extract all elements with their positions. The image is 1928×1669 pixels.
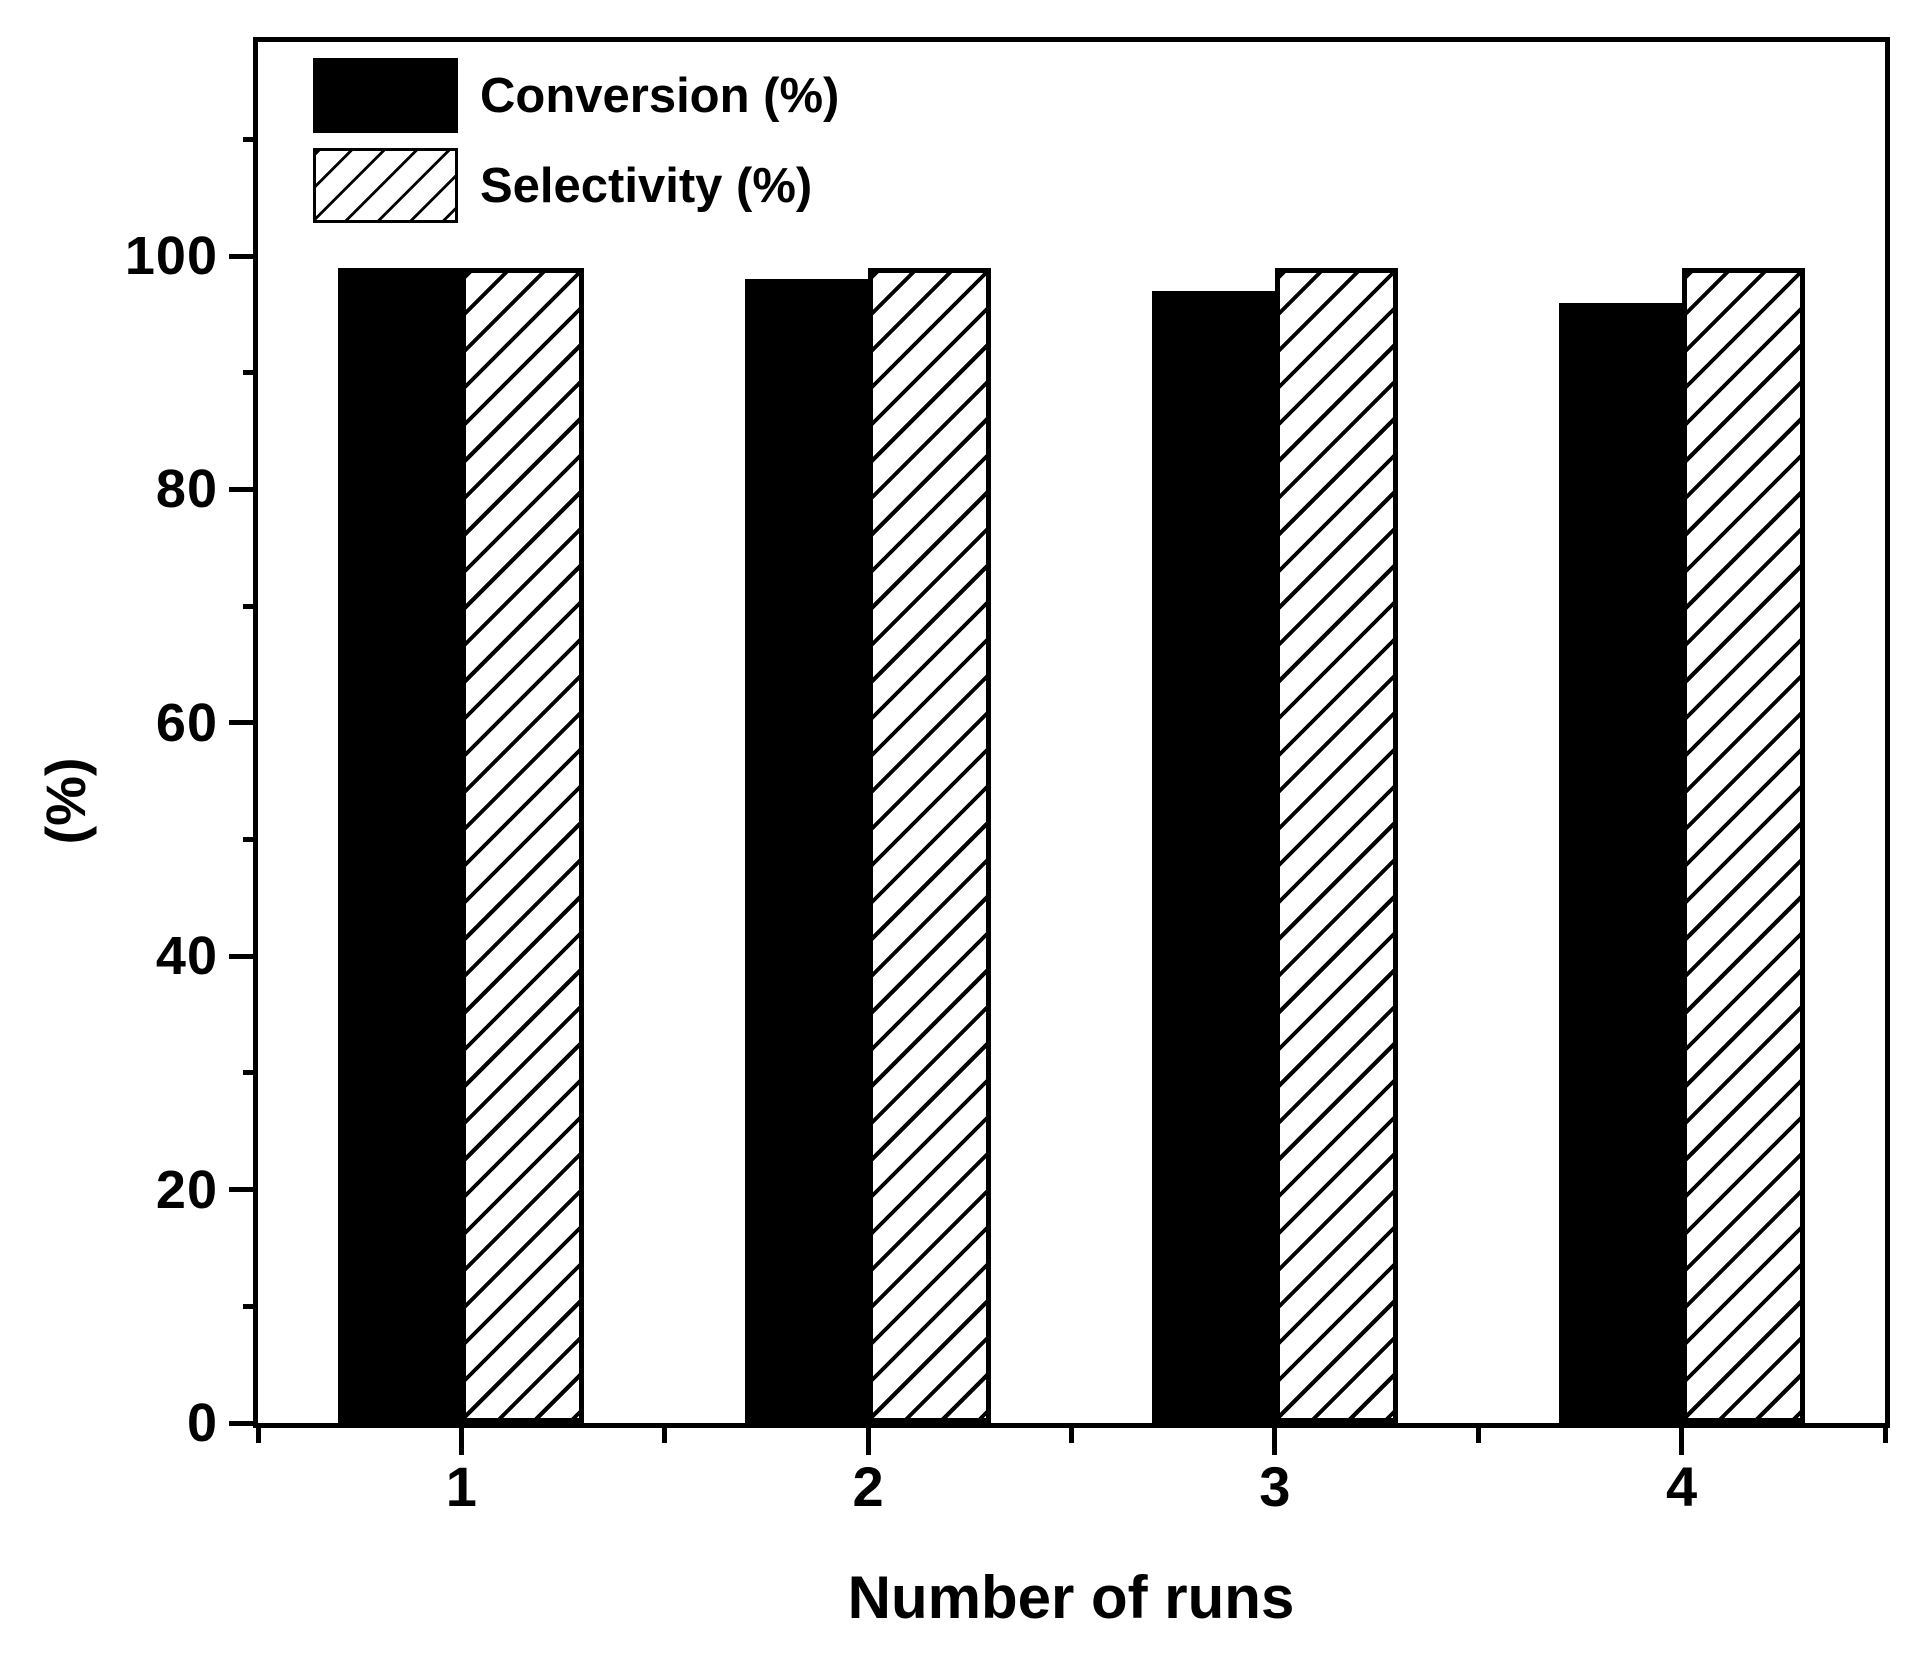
x-axis-tick-label: 4 xyxy=(1666,1455,1698,1518)
legend-swatch-hatched xyxy=(313,148,458,223)
legend-label-conversion: Conversion (%) xyxy=(480,68,840,123)
y-axis-title: (%) xyxy=(34,757,97,845)
y-axis-minor-tick xyxy=(243,136,258,142)
bar-selectivity-run-3 xyxy=(1274,267,1398,1423)
x-axis-minor-tick xyxy=(1069,1428,1074,1443)
y-axis-minor-tick xyxy=(243,1303,258,1309)
x-axis-minor-tick xyxy=(662,1428,668,1443)
x-axis-major-tick xyxy=(1272,1428,1278,1455)
y-axis-minor-tick xyxy=(243,370,258,376)
x-axis-major-tick xyxy=(865,1428,871,1455)
bar-conversion-run-3 xyxy=(1151,291,1275,1423)
bar-conversion-run-1 xyxy=(338,267,462,1423)
y-axis-tick-label: 20 xyxy=(155,1159,218,1220)
y-axis-tick-label: 0 xyxy=(186,1393,218,1453)
y-axis-tick-label: 60 xyxy=(155,692,218,753)
y-axis-major-tick xyxy=(229,953,258,959)
y-axis-major-tick xyxy=(229,1187,258,1193)
x-axis-major-tick xyxy=(1679,1428,1685,1455)
legend-swatch-solid xyxy=(313,58,458,133)
y-axis-tick-label: 40 xyxy=(155,926,218,987)
x-axis-major-tick xyxy=(458,1428,464,1455)
x-axis-minor-tick xyxy=(255,1428,261,1443)
x-axis-minor-tick xyxy=(1475,1428,1481,1443)
y-axis-major-tick xyxy=(229,486,258,492)
y-axis-minor-tick xyxy=(243,1070,258,1076)
bar-conversion-run-2 xyxy=(745,279,869,1423)
y-axis-minor-tick xyxy=(243,837,258,842)
y-axis-major-tick xyxy=(229,253,258,259)
x-axis-tick-label: 2 xyxy=(852,1455,884,1518)
y-axis-major-tick xyxy=(229,720,258,726)
x-axis-tick-label: 3 xyxy=(1259,1455,1291,1518)
legend-item-selectivity: Selectivity (%) xyxy=(313,148,839,223)
legend: Conversion (%) Selectivity (%) xyxy=(313,58,839,238)
x-axis-tick-label: 1 xyxy=(445,1455,477,1518)
legend-item-conversion: Conversion (%) xyxy=(313,58,839,133)
bar-selectivity-run-1 xyxy=(461,267,585,1423)
y-axis-major-tick xyxy=(229,1420,258,1426)
bar-selectivity-run-4 xyxy=(1681,267,1805,1423)
legend-label-selectivity: Selectivity (%) xyxy=(480,158,813,213)
y-axis-tick-label: 100 xyxy=(124,226,218,286)
y-axis-minor-tick xyxy=(243,603,258,609)
bar-conversion-run-4 xyxy=(1558,302,1682,1423)
y-axis-tick-label: 80 xyxy=(155,459,218,520)
x-axis-minor-tick xyxy=(1882,1428,1888,1443)
x-axis-title: Number of runs xyxy=(847,1564,1295,1631)
bar-selectivity-run-2 xyxy=(868,267,992,1423)
